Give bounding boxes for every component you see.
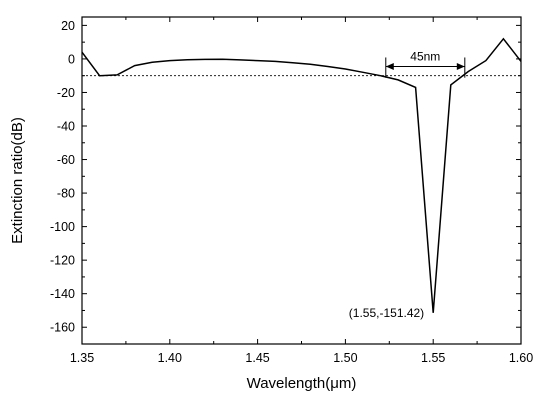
x-tick-label: 1.35	[70, 351, 94, 365]
x-tick-label: 1.45	[245, 351, 269, 365]
x-axis: 1.35 1.40 1.45 1.50 1.55 1.60	[70, 17, 533, 365]
y-axis: 20 0 -20 -40 -60 -80 -100 -120 -140 -160	[50, 19, 521, 345]
x-tick-label: 1.55	[421, 351, 445, 365]
x-tick-label: 1.50	[333, 351, 357, 365]
y-tick-label: -40	[57, 120, 75, 134]
y-tick-label: -160	[50, 321, 75, 335]
bandwidth-annotation: 45nm	[385, 49, 466, 78]
extinction-ratio-line	[81, 37, 522, 313]
bandwidth-arrow-right-head	[456, 62, 465, 70]
y-tick-label: -20	[57, 86, 75, 100]
y-axis-title: Extinction ratio(dB)	[9, 117, 26, 244]
y-tick-label: -60	[57, 153, 75, 167]
y-tick-label: 20	[61, 19, 75, 33]
minimum-point-label: (1.55,-151.42)	[349, 306, 424, 320]
bandwidth-arrow-left-head	[385, 62, 394, 70]
bandwidth-label: 45nm	[410, 49, 440, 63]
x-tick-label: 1.40	[158, 351, 182, 365]
x-tick-label: 1.60	[509, 351, 533, 365]
y-tick-label: -80	[57, 187, 75, 201]
y-tick-label: -100	[50, 220, 75, 234]
x-axis-title: Wavelength(μm)	[247, 375, 357, 392]
plot-content: 45nm (1.55,-151.42)	[81, 37, 522, 320]
y-tick-label: -140	[50, 287, 75, 301]
y-tick-label: 0	[68, 52, 75, 66]
y-tick-label: -120	[50, 254, 75, 268]
